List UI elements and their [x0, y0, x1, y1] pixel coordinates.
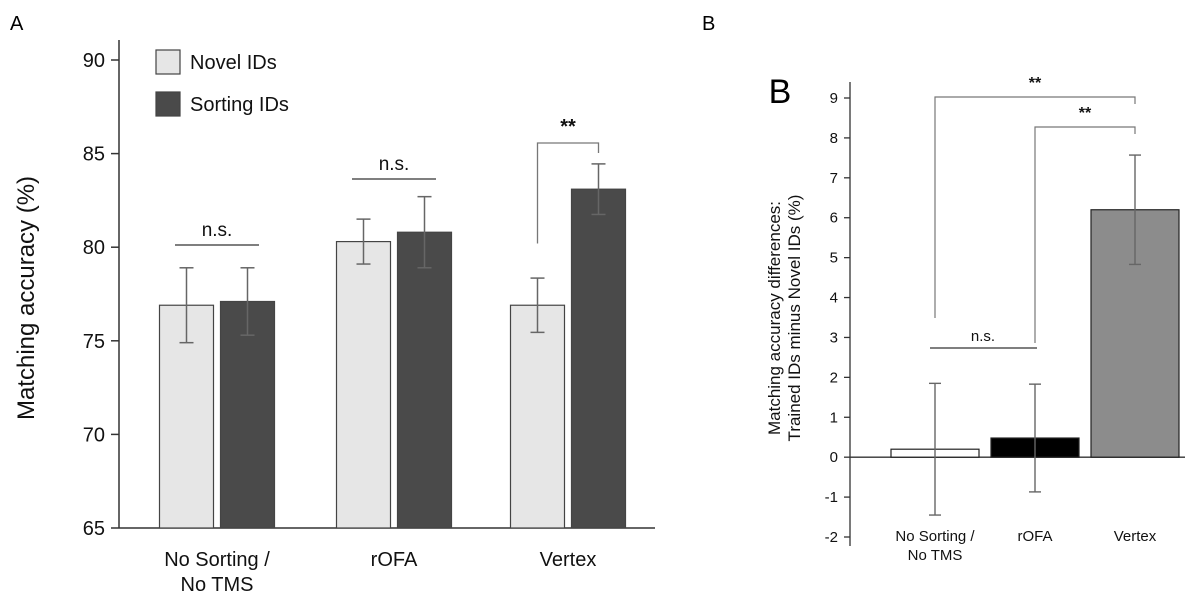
x-tick-label-b-1-0: rOFA	[1017, 528, 1052, 545]
panel-b-letter: B	[702, 13, 715, 35]
y-tick-label-65: 65	[83, 518, 105, 540]
y-tick-label-b-7: 7	[830, 170, 838, 187]
y-axis-label-b-1: Trained IDs minus Novel IDs (%)	[785, 195, 804, 442]
chart-a: 65 70 75 80 85 90 Matching accuracy (%) No Sort…	[13, 40, 655, 596]
y-tick-label-b-8: 8	[830, 130, 838, 147]
significance-label-b-1: **	[1029, 75, 1042, 92]
significance-bracket-b-1	[934, 96, 1136, 318]
y-tick-label-b-4: 4	[830, 290, 838, 307]
legend-swatch-1	[155, 91, 181, 117]
y-tick-label-90: 90	[83, 50, 105, 72]
y-tick-label-b-0: 0	[830, 449, 838, 466]
y-tick-label-85: 85	[83, 144, 105, 166]
bar-sorting-ids-1	[396, 231, 453, 529]
significance-label-b-2: **	[1079, 105, 1092, 122]
y-tick-label-b-9: 9	[830, 90, 838, 107]
significance-label-b-0: n.s.	[971, 328, 995, 345]
y-tick-label-b--2: -2	[825, 529, 838, 546]
y-axis-label: Matching accuracy (%)	[13, 176, 40, 420]
significance-label-2: **	[560, 116, 576, 138]
chart-b: B -2 -1 0 1 2 3 4 5 6 7 8 9 Matching accuracy differe…	[765, 73, 1185, 564]
legend-swatch-0	[155, 49, 181, 75]
y-tick-label-70: 70	[83, 424, 105, 446]
x-tick-label-2-0: Vertex	[540, 549, 597, 571]
y-tick-label-b-1: 1	[830, 409, 838, 426]
y-tick-label-b-6: 6	[830, 210, 838, 227]
panel-a-letter: A	[10, 13, 24, 35]
significance-label-0: n.s.	[202, 220, 233, 241]
bar-novel-ids-1	[335, 240, 392, 529]
legend-label-1: Sorting IDs	[190, 94, 289, 116]
x-tick-label-b-2-0: Vertex	[1114, 528, 1157, 545]
panel-b-big-letter: B	[769, 73, 792, 111]
bar-novel-ids-2	[509, 304, 566, 529]
significance-label-1: n.s.	[379, 154, 410, 175]
y-tick-label-b-3: 3	[830, 329, 838, 346]
significance-bracket-b-2	[1034, 126, 1136, 343]
bar-sorting-ids-0	[219, 300, 276, 529]
legend-label-0: Novel IDs	[190, 52, 277, 74]
x-tick-label-1-0: rOFA	[371, 549, 418, 571]
significance-bracket-2	[536, 142, 600, 244]
y-tick-label-b--1: -1	[825, 489, 838, 506]
y-tick-label-75: 75	[83, 331, 105, 353]
y-tick-label-b-2: 2	[830, 369, 838, 386]
x-tick-label-0-0: No Sorting /	[164, 549, 270, 571]
x-tick-label-b-0-0: No Sorting /	[895, 528, 975, 545]
bar-sorting-ids-2	[570, 188, 627, 529]
x-tick-label-b-0-1: No TMS	[908, 547, 963, 564]
y-tick-label-b-5: 5	[830, 250, 838, 267]
y-axis-label-b-0: Matching accuracy differences:	[765, 201, 784, 435]
y-tick-label-80: 80	[83, 237, 105, 259]
x-tick-label-0-1: No TMS	[181, 574, 254, 596]
